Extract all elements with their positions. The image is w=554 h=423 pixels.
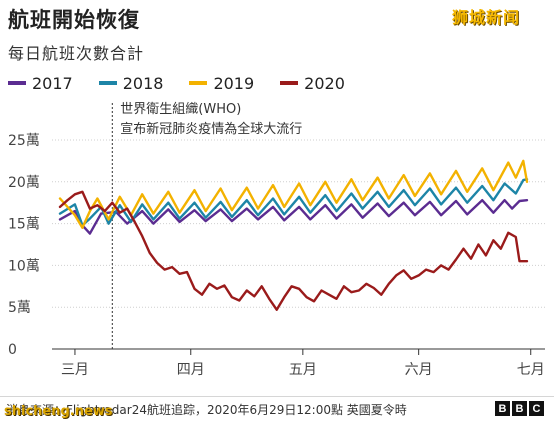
legend-label: 2017: [32, 73, 73, 93]
legend-item-2018: 2018: [98, 73, 164, 93]
legend-item-2020: 2020: [280, 74, 345, 93]
y-tick-label: 15萬: [8, 217, 40, 233]
legend-item-2019: 2019: [189, 74, 254, 93]
who-annotation-text: 世界衛生組織(WHO): [120, 102, 241, 117]
series-line-2018: [58, 178, 529, 227]
chart-subtitle: 每日航班次數合計: [8, 44, 145, 63]
legend-label: 2019: [213, 73, 255, 93]
bbc-logo: B B C: [493, 401, 544, 416]
legend-label: 2018: [122, 73, 164, 93]
series-line-2020: [58, 190, 529, 311]
bbc-letter: B: [495, 401, 510, 416]
watermark: shicheng.news: [4, 404, 113, 419]
x-tick-label: 六月: [405, 362, 433, 378]
y-tick-label: 0: [8, 342, 17, 358]
x-tick-label: 七月: [517, 362, 545, 378]
legend-swatch: [280, 81, 299, 85]
legend-item-2017: 2017: [8, 74, 73, 93]
y-tick-label: 25萬: [8, 133, 40, 149]
legend-label: 2020: [304, 73, 345, 93]
who-annotation-text: 宣布新冠肺炎疫情為全球大流行: [120, 121, 302, 137]
x-tick-label: 四月: [177, 362, 205, 378]
y-tick-label: 20萬: [8, 175, 40, 191]
legend-swatch: [8, 81, 26, 85]
legend-swatch: [98, 81, 117, 85]
bbc-letter: C: [529, 401, 544, 416]
footer: 消息來源：Flightradar24航班追踪，2020年6月29日12:00點 …: [0, 396, 554, 423]
bbc-letter: B: [512, 401, 527, 416]
series-line-2019: [58, 159, 529, 230]
legend: 2017 2018 2019 2020: [8, 72, 371, 94]
source-note: 消息來源：Flightradar24航班追踪，2020年6月29日12:00點 …: [6, 403, 407, 417]
legend-swatch: [189, 81, 208, 85]
y-tick-label: 5萬: [8, 300, 31, 316]
brand-mark: 狮城新闻: [452, 8, 521, 27]
y-tick-label: 10萬: [8, 258, 40, 274]
x-tick-label: 五月: [289, 362, 317, 378]
footer-divider: [0, 396, 554, 397]
chart-title: 航班開始恢復: [8, 8, 140, 32]
x-tick-label: 三月: [61, 362, 89, 378]
